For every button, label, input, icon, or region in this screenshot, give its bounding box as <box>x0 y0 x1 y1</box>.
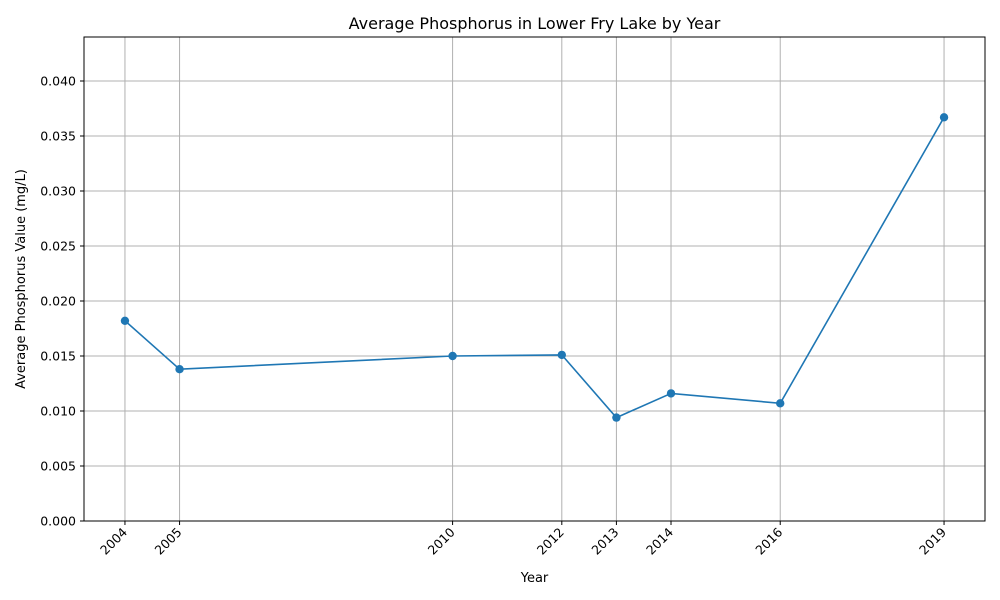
data-point <box>776 399 785 408</box>
y-tick-label: 0.010 <box>40 404 76 419</box>
data-point <box>120 316 130 325</box>
y-tick-label: 0.005 <box>40 459 76 474</box>
data-point <box>939 113 949 122</box>
y-tick-label: 0.015 <box>40 349 76 364</box>
data-point <box>666 389 676 398</box>
y-tick-label: 0.000 <box>40 514 76 529</box>
y-axis-label: Average Phosphorus Value (mg/L) <box>14 169 29 389</box>
data-point <box>612 413 621 422</box>
y-tick-label: 0.020 <box>40 294 76 309</box>
y-tick-label: 0.040 <box>40 74 76 89</box>
data-points <box>120 113 949 422</box>
x-gridlines <box>124 37 945 521</box>
y-tick-label: 0.030 <box>40 184 76 199</box>
data-point <box>448 351 457 361</box>
plot-area-frame <box>83 36 986 522</box>
data-point <box>175 365 184 374</box>
data-point <box>557 350 567 360</box>
y-tick-label: 0.035 <box>40 129 76 144</box>
chart-title: Average Phosphorus in Lower Fry Lake by … <box>349 14 721 33</box>
y-tick-label: 0.025 <box>40 239 76 254</box>
series-line <box>124 116 945 419</box>
y-gridlines <box>84 80 985 522</box>
x-axis-label: Year <box>520 571 549 586</box>
y-axis-ticks: 0.000 0.005 0.010 0.015 0.020 0.025 0.030 0.035… <box>40 74 84 529</box>
